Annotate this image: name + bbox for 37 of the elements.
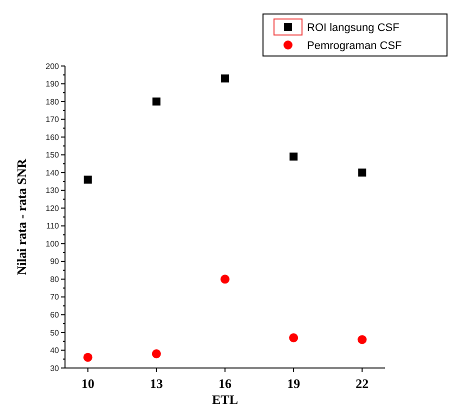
y-tick-label: 150	[46, 150, 60, 160]
y-tick-label: 160	[46, 132, 60, 142]
y-tick-label: 110	[46, 222, 60, 231]
x-tick-label: 10	[81, 376, 94, 391]
x-tick-label: 22	[356, 376, 369, 391]
y-tick-label: 80	[50, 274, 60, 284]
legend-label: Pemrograman CSF	[307, 40, 402, 52]
y-axis-title: Nilai rata - rata SNR	[14, 158, 29, 276]
y-tick-label: 180	[46, 97, 60, 106]
point	[221, 74, 229, 82]
x-axis-title: ETL	[212, 392, 238, 407]
y-tick-label: 30	[50, 364, 60, 373]
point	[290, 152, 298, 161]
legend-label: ROI langsung CSF	[307, 22, 400, 34]
y-tick-label: 140	[46, 168, 60, 178]
point	[220, 274, 230, 284]
x-tick-label: 13	[150, 376, 164, 391]
point	[289, 333, 298, 342]
y-tick-label: 60	[50, 310, 60, 320]
y-tick-label: 50	[50, 328, 60, 338]
x-tick-label: 16	[218, 376, 232, 391]
y-tick-label: 40	[50, 346, 60, 356]
y-tick-label: 70	[50, 292, 60, 302]
y-tick-label: 120	[46, 204, 60, 213]
point	[152, 349, 161, 358]
y-tick-label: 200	[46, 62, 60, 71]
point	[83, 352, 92, 362]
y-tick-label: 130	[46, 186, 60, 196]
point	[152, 98, 160, 106]
y-tick-label: 190	[46, 80, 60, 89]
point	[84, 176, 92, 184]
y-tick-label: 170	[46, 115, 60, 124]
y-tick-label: 90	[50, 257, 60, 266]
point	[358, 335, 367, 344]
x-tick-label: 19	[287, 376, 301, 391]
point	[358, 168, 366, 177]
y-tick-label: 100	[46, 239, 60, 248]
